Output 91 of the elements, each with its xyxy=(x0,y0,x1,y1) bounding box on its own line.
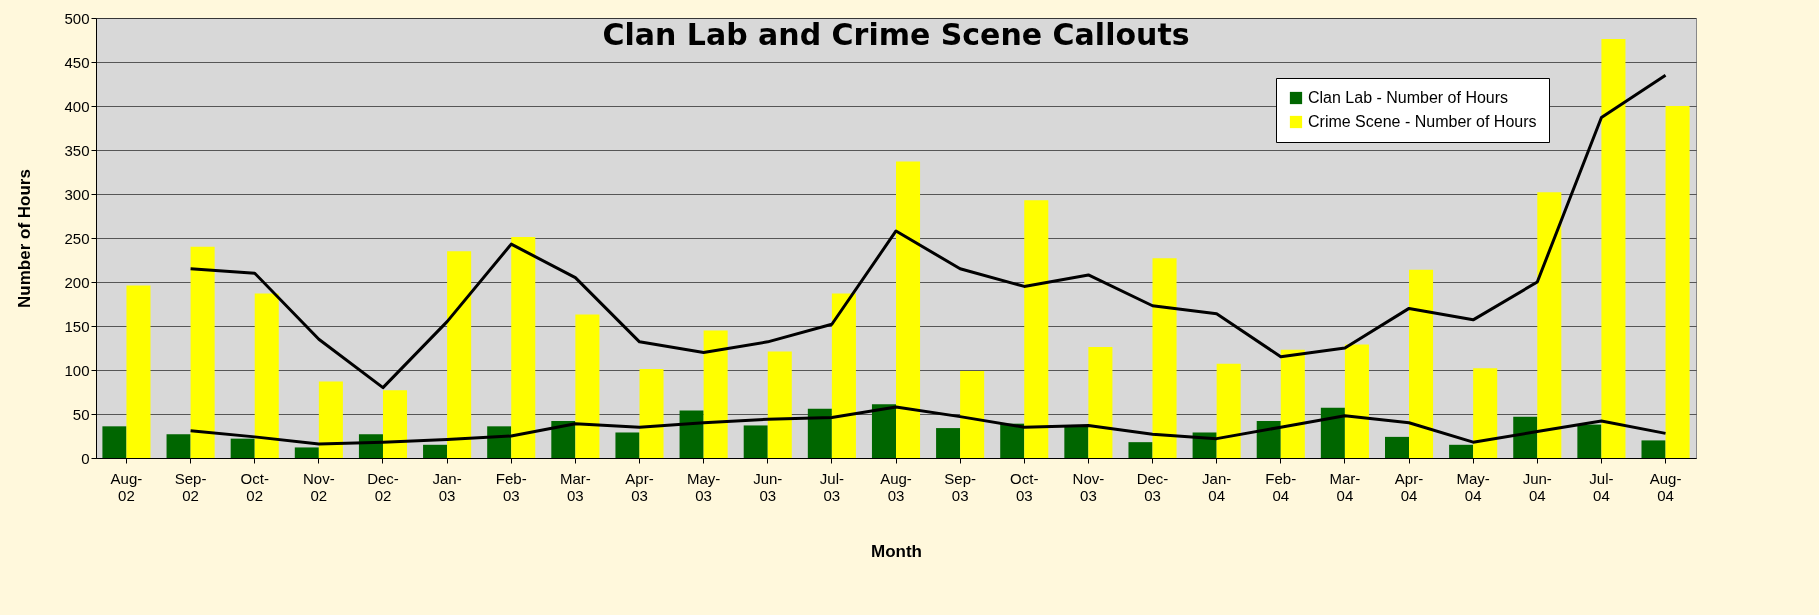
y-tick-label: 0 xyxy=(81,449,90,467)
bar xyxy=(487,426,512,458)
bar xyxy=(743,425,768,458)
chart-title: Clan Lab and Crime Scene Callouts xyxy=(602,17,1190,52)
bar xyxy=(1320,407,1345,458)
bar xyxy=(767,351,792,458)
x-tick-label: Oct-02 xyxy=(240,469,269,504)
y-tick-label: 200 xyxy=(64,273,90,291)
x-tick-label: Dec-02 xyxy=(367,469,399,504)
y-tick-label: 450 xyxy=(64,53,90,71)
y-tick-label: 100 xyxy=(64,361,90,379)
bar xyxy=(1601,39,1626,458)
x-tick-label: Jul-03 xyxy=(819,469,844,504)
x-tick-label: Dec-03 xyxy=(1136,469,1169,504)
bar xyxy=(960,370,985,458)
bar xyxy=(1216,363,1241,458)
bar xyxy=(382,390,408,458)
x-tick-label: Mar-03 xyxy=(559,469,591,504)
x-axis-title: Month xyxy=(871,541,922,561)
x-tick-label: May-03 xyxy=(686,469,721,504)
legend-label: Crime Scene - Number of Hours xyxy=(1308,113,1537,130)
bar xyxy=(1064,425,1089,458)
x-tick-label: Aug-02 xyxy=(110,469,143,504)
bar xyxy=(1665,106,1690,458)
x-tick-label: Jun-04 xyxy=(1522,469,1552,504)
bar xyxy=(575,314,600,458)
bar xyxy=(1449,444,1474,458)
y-tick-label: 350 xyxy=(64,141,90,159)
bar xyxy=(703,330,728,458)
x-tick-label: Jul-04 xyxy=(1589,469,1614,504)
x-tick-label: Sep-02 xyxy=(174,469,207,504)
bar xyxy=(423,444,448,458)
x-tick-label: May-04 xyxy=(1456,469,1490,504)
x-tick-label: Feb-04 xyxy=(1265,469,1297,504)
bar xyxy=(1256,421,1281,458)
bar xyxy=(831,293,856,458)
x-tick-label: Nov-03 xyxy=(1072,469,1105,504)
x-tick-label: Apr-04 xyxy=(1394,469,1424,504)
bar xyxy=(1537,192,1562,458)
bar xyxy=(896,161,921,458)
bar xyxy=(1088,347,1113,458)
bar xyxy=(639,369,664,458)
x-tick-label: Jan-04 xyxy=(1202,469,1232,504)
y-tick-label: 400 xyxy=(64,97,90,115)
legend-label: Clan Lab - Number of Hours xyxy=(1308,89,1509,106)
bar xyxy=(1513,416,1538,458)
bar xyxy=(166,434,191,458)
y-tick-label: 300 xyxy=(64,185,90,203)
bar xyxy=(807,408,832,458)
bar xyxy=(294,447,319,458)
bar xyxy=(551,421,576,458)
bar xyxy=(936,428,961,458)
bar xyxy=(1384,436,1410,458)
bar xyxy=(511,237,536,458)
bar xyxy=(1473,368,1498,458)
x-tick-label: Nov-02 xyxy=(303,469,335,504)
bar xyxy=(871,404,896,458)
x-tick-label: Feb-03 xyxy=(495,469,527,504)
bar xyxy=(1344,344,1369,458)
x-tick-label: Aug-04 xyxy=(1649,469,1682,504)
bar xyxy=(126,285,151,458)
y-tick-label: 250 xyxy=(64,229,90,247)
line-series xyxy=(189,73,1668,390)
bar xyxy=(254,293,279,458)
bar xyxy=(318,381,343,458)
bar xyxy=(1152,258,1177,458)
x-tick-label: Jan-03 xyxy=(432,469,462,504)
bar xyxy=(102,426,127,458)
bar xyxy=(1280,349,1305,458)
bar xyxy=(230,438,255,458)
x-tick-label: Apr-03 xyxy=(625,469,654,504)
x-tick-label: Oct-03 xyxy=(1010,469,1039,504)
x-tick-label: Mar-04 xyxy=(1329,469,1361,504)
y-tick-label: 150 xyxy=(64,317,90,335)
bar xyxy=(1128,442,1153,458)
bar xyxy=(1024,200,1049,458)
line-series xyxy=(189,405,1668,446)
y-tick-label: 50 xyxy=(72,405,90,423)
bar xyxy=(1000,423,1025,458)
bar xyxy=(679,410,704,458)
bar xyxy=(615,432,640,458)
bar xyxy=(190,246,215,458)
y-tick-label: 500 xyxy=(64,9,90,27)
bar xyxy=(447,251,472,458)
x-tick-label: Jun-03 xyxy=(753,469,783,504)
bar xyxy=(1409,269,1434,458)
y-axis-title: Number of Hours xyxy=(15,169,35,308)
x-tick-label: Aug-03 xyxy=(880,469,912,504)
x-tick-label: Sep-03 xyxy=(944,469,976,504)
bar xyxy=(1577,424,1602,458)
bar xyxy=(1641,440,1666,458)
